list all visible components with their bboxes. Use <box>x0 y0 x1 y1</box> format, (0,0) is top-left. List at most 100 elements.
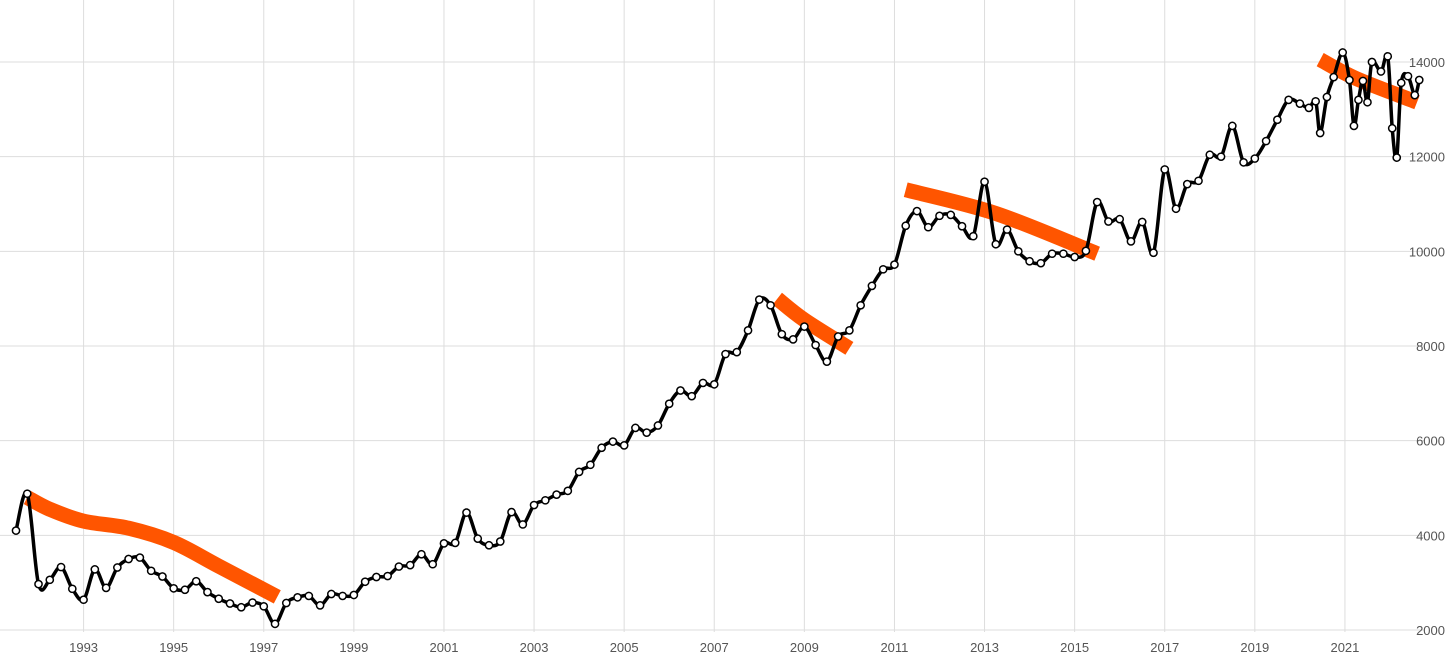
data-point <box>56 562 66 572</box>
data-point <box>1410 90 1420 100</box>
data-point <box>495 537 505 546</box>
data-point <box>642 428 652 437</box>
data-point <box>462 508 471 517</box>
x-tick-label: 1993 <box>69 640 98 655</box>
trend-band <box>903 182 1100 261</box>
x-tick-label: 2001 <box>430 640 459 655</box>
y-tick-label: 14000 <box>1409 55 1445 70</box>
data-point <box>45 575 55 585</box>
data-point <box>417 549 426 559</box>
y-tick-label: 2000 <box>1416 623 1445 638</box>
data-point <box>1354 95 1363 105</box>
data-point <box>484 540 494 550</box>
data-point <box>473 534 483 544</box>
data-point <box>1311 96 1321 106</box>
y-tick-label: 4000 <box>1416 528 1445 543</box>
data-point <box>777 329 787 339</box>
data-point <box>1194 176 1203 186</box>
data-point <box>563 486 573 496</box>
data-point <box>22 489 32 499</box>
data-point <box>1182 179 1192 189</box>
data-point <box>304 591 314 601</box>
data-point <box>1329 72 1339 82</box>
data-point <box>1070 252 1079 262</box>
data-point <box>293 592 302 602</box>
data-point <box>631 423 640 433</box>
data-point <box>800 322 809 331</box>
data-point <box>146 566 156 576</box>
data-point <box>1092 197 1102 207</box>
data-point <box>203 587 212 597</box>
data-point <box>1273 115 1282 125</box>
data-point <box>158 572 167 581</box>
data-point <box>79 595 88 605</box>
data-point <box>169 584 179 593</box>
data-point <box>1387 123 1397 133</box>
x-tick-label: 2009 <box>790 640 819 655</box>
data-point <box>1025 256 1034 266</box>
data-point <box>845 326 854 335</box>
data-point <box>709 379 719 389</box>
x-tick-label: 2015 <box>1060 640 1089 655</box>
data-point <box>698 378 708 388</box>
data-point <box>946 210 956 220</box>
data-point <box>67 584 77 594</box>
data-point <box>214 594 224 604</box>
data-point <box>101 583 111 593</box>
data-point <box>428 559 438 569</box>
data-point <box>1059 249 1068 259</box>
data-point <box>822 357 832 366</box>
data-point <box>1284 95 1293 105</box>
data-point <box>1081 246 1091 256</box>
data-point <box>1414 75 1424 85</box>
data-point <box>833 332 843 341</box>
data-point <box>1396 78 1406 88</box>
data-point <box>732 347 742 357</box>
data-point <box>1403 71 1413 81</box>
data-point <box>1261 136 1271 146</box>
data-point <box>574 467 584 477</box>
series-line <box>14 50 1422 626</box>
data-point <box>788 335 798 344</box>
data-point <box>867 281 877 291</box>
data-point <box>1239 158 1248 167</box>
x-tick-label: 1999 <box>339 640 368 655</box>
data-point <box>912 206 922 216</box>
data-point <box>901 221 911 231</box>
data-point <box>743 326 753 335</box>
data-point <box>890 260 899 269</box>
x-tick-label: 2021 <box>1330 640 1359 655</box>
x-tick-label: 2011 <box>880 640 908 655</box>
data-point <box>1137 217 1147 227</box>
trend-bands <box>23 52 1420 604</box>
x-tick-label: 2007 <box>700 640 729 655</box>
data-point <box>191 576 201 586</box>
trend-band <box>772 292 854 355</box>
data-point <box>1376 67 1386 76</box>
data-point <box>248 598 257 607</box>
trend-band <box>23 490 281 604</box>
data-point <box>1205 150 1215 160</box>
data-point <box>1160 165 1170 174</box>
data-point <box>653 421 663 430</box>
grid-lines <box>0 0 1425 632</box>
data-point <box>1036 258 1046 268</box>
data-point <box>664 399 674 409</box>
data-point <box>878 264 888 274</box>
x-tick-label: 2019 <box>1240 640 1269 655</box>
data-point <box>34 579 43 589</box>
data-point <box>721 349 730 359</box>
data-point <box>676 386 685 395</box>
data-point <box>11 526 21 535</box>
data-point <box>113 563 122 572</box>
data-point <box>270 619 280 629</box>
data-point <box>1358 76 1368 86</box>
data-point <box>1363 97 1372 107</box>
data-point <box>405 560 415 570</box>
data-point <box>1392 153 1402 162</box>
data-point <box>1002 225 1012 234</box>
data-point <box>1149 248 1158 258</box>
data-point <box>1115 214 1125 224</box>
data-points <box>11 48 1424 629</box>
